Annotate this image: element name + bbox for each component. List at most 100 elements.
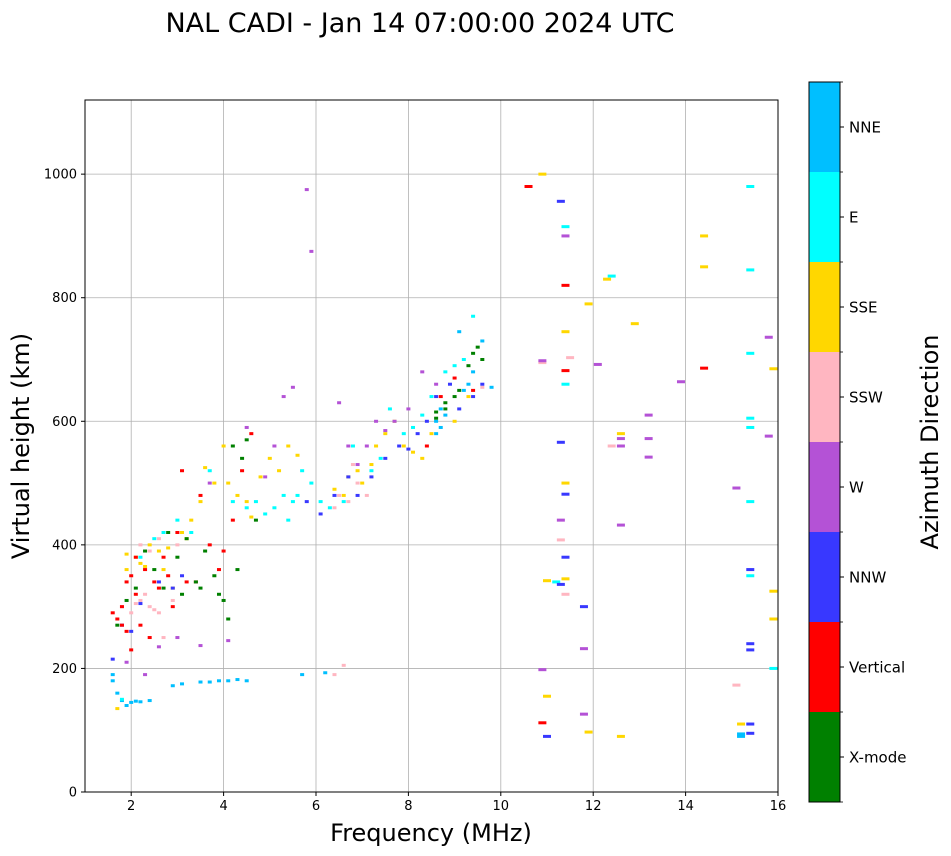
- data-point: [166, 574, 171, 578]
- data-point: [471, 314, 476, 318]
- series-w: [124, 188, 773, 716]
- data-point: [374, 444, 379, 448]
- data-point: [411, 425, 416, 429]
- data-point: [327, 506, 332, 510]
- data-point: [180, 531, 185, 534]
- data-point: [180, 592, 185, 596]
- series-nne: [110, 330, 746, 738]
- data-point: [556, 538, 565, 542]
- data-point: [138, 543, 143, 547]
- data-point: [700, 234, 709, 238]
- x-tick-label: 2: [127, 799, 135, 814]
- data-point: [110, 657, 115, 661]
- data-point: [420, 456, 425, 460]
- plot-area: 2 4 6 8 10 12 14 16 0 200 400 600 800 1000: [44, 99, 786, 814]
- data-point: [471, 370, 476, 374]
- y-tick-label: 800: [52, 291, 77, 306]
- data-point: [226, 481, 231, 485]
- y-axis-label: Virtual height (km): [7, 333, 35, 559]
- data-point: [156, 549, 161, 553]
- data-point: [156, 580, 161, 584]
- data-point: [133, 699, 138, 703]
- data-point: [212, 574, 217, 578]
- data-point: [207, 469, 212, 473]
- data-point: [769, 666, 778, 670]
- data-point: [461, 358, 466, 361]
- data-point: [764, 434, 773, 438]
- data-point: [447, 382, 452, 386]
- plot-frame: [84, 99, 779, 793]
- data-point: [147, 543, 152, 547]
- data-point: [616, 523, 625, 527]
- data-point: [644, 437, 653, 441]
- data-point: [538, 172, 547, 176]
- data-point: [457, 407, 462, 411]
- data-point: [226, 639, 231, 643]
- data-point: [138, 555, 143, 559]
- data-point: [309, 481, 314, 485]
- data-point: [332, 506, 337, 510]
- data-point: [235, 493, 240, 497]
- data-point: [746, 500, 755, 504]
- colorbar-tick-label: SSE: [849, 299, 878, 317]
- data-point: [438, 407, 443, 411]
- data-point: [584, 730, 593, 734]
- data-point: [434, 419, 439, 423]
- data-point: [737, 732, 746, 736]
- data-point: [561, 283, 570, 287]
- data-point: [746, 574, 755, 578]
- data-point: [216, 592, 221, 596]
- data-point: [124, 660, 129, 664]
- data-point: [318, 512, 323, 516]
- data-point: [415, 432, 420, 436]
- data-point: [198, 500, 203, 504]
- data-point: [143, 564, 148, 568]
- data-point: [263, 475, 268, 479]
- data-point: [369, 469, 374, 473]
- data-point: [212, 481, 217, 485]
- data-point: [110, 679, 115, 683]
- data-point: [115, 707, 120, 711]
- data-point: [207, 543, 212, 547]
- data-point: [424, 444, 429, 448]
- data-point: [746, 416, 755, 420]
- data-point: [616, 734, 625, 738]
- data-point: [110, 611, 115, 615]
- data-point: [561, 330, 570, 334]
- data-point: [434, 416, 439, 420]
- data-point: [764, 335, 773, 339]
- x-tick-label: 6: [312, 799, 320, 814]
- data-point: [156, 611, 161, 615]
- data-point: [556, 199, 565, 203]
- data-point: [341, 493, 346, 497]
- data-point: [235, 678, 240, 682]
- data-point: [350, 463, 355, 467]
- data-point: [207, 481, 212, 485]
- data-point: [115, 617, 120, 621]
- data-point: [244, 506, 249, 510]
- data-point: [124, 598, 129, 602]
- colorbar-tick-label: W: [849, 479, 864, 497]
- data-point: [295, 453, 300, 457]
- data-point: [309, 249, 314, 253]
- data-point: [543, 694, 551, 698]
- data-point: [579, 712, 588, 716]
- data-point: [360, 481, 365, 485]
- data-point: [216, 679, 221, 683]
- data-point: [443, 370, 448, 374]
- plot-background: [85, 100, 778, 792]
- colorbar-label: Azimuth Direction: [916, 335, 944, 550]
- data-point: [480, 385, 485, 389]
- data-point: [244, 679, 249, 683]
- data-point: [480, 358, 485, 361]
- data-point: [434, 382, 439, 386]
- data-point: [429, 432, 434, 436]
- colorbar-tick-label: NNW: [849, 569, 886, 587]
- x-axis-label: Frequency (MHz): [330, 819, 532, 847]
- data-point: [240, 469, 245, 473]
- data-point: [732, 486, 741, 490]
- data-point: [332, 673, 337, 677]
- data-point: [161, 568, 166, 572]
- data-point: [152, 568, 157, 572]
- data-point: [452, 364, 457, 368]
